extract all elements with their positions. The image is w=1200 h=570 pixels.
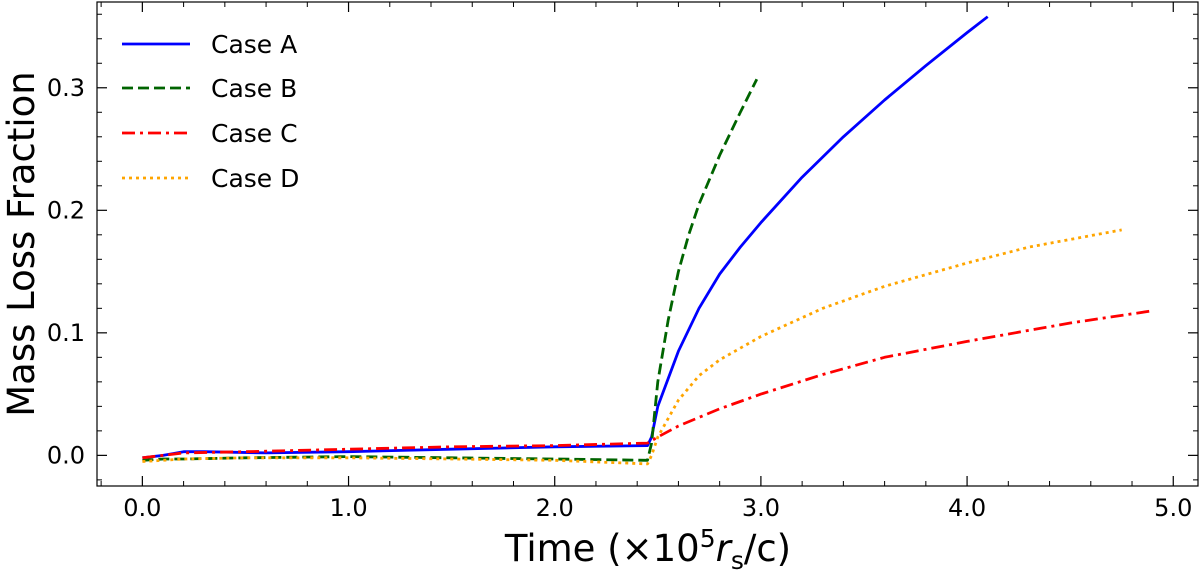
x-tick-label: 1.0 [329, 494, 367, 522]
legend-label-case-d: Case D [211, 164, 299, 193]
x-tick-label: 5.0 [1154, 494, 1192, 522]
x-axis-label-r: r [716, 527, 734, 570]
x-tick-label: 4.0 [948, 494, 986, 522]
y-tick-label: 0.2 [47, 196, 85, 224]
series-line-case-d [142, 228, 1122, 466]
x-tick-label: 0.0 [123, 494, 161, 522]
axis-ticks [97, 2, 1198, 486]
y-tick-label: 0.3 [47, 74, 85, 102]
y-tick-label: 0.1 [47, 319, 85, 347]
axis-tick-labels: 0.0 1.0 2.0 3.0 4.0 5.0 0.0 0.1 0.2 0.3 [47, 74, 1193, 522]
x-axis-label: Time (×105rs/c) [504, 524, 791, 570]
legend: Case A Case B Case C Case D [122, 30, 299, 193]
series-lines [142, 15, 1153, 466]
series-line-case-c [142, 309, 1153, 460]
series-line-case-a [142, 15, 989, 460]
x-axis-label-tail: /c) [744, 527, 791, 570]
x-tick-label: 3.0 [742, 494, 780, 522]
plot-frame [96, 1, 1199, 487]
y-axis-label: Mass Loss Fraction [0, 71, 43, 417]
legend-label-case-c: Case C [211, 119, 298, 148]
x-axis-label-main: Time (×10 [504, 527, 700, 570]
legend-label-case-b: Case B [211, 74, 297, 103]
legend-label-case-a: Case A [211, 30, 297, 59]
x-axis-label-exponent: 5 [700, 524, 716, 553]
x-tick-label: 2.0 [536, 494, 574, 522]
y-tick-label: 0.0 [47, 441, 85, 469]
x-axis-label-subscript: s [731, 546, 744, 570]
series-line-case-b [142, 78, 759, 462]
